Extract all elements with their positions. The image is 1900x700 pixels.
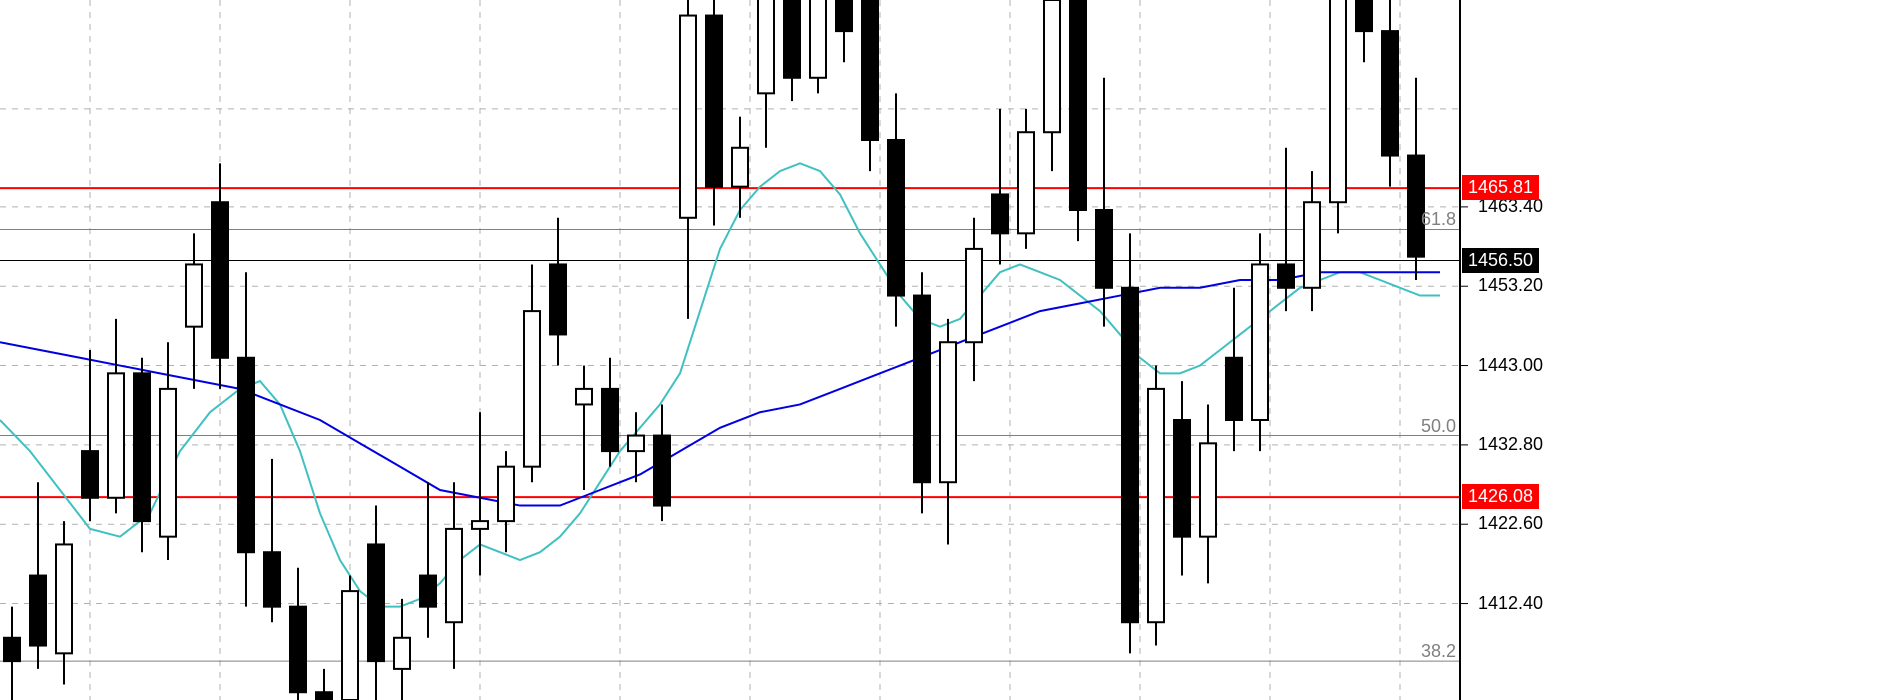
candle — [888, 140, 904, 296]
candle — [1200, 443, 1216, 536]
candle — [56, 544, 72, 653]
chart-svg — [0, 0, 1900, 700]
candle — [1148, 389, 1164, 622]
candle — [1330, 0, 1346, 202]
candle — [602, 389, 618, 451]
candle — [550, 264, 566, 334]
candle — [784, 0, 800, 78]
candle — [394, 638, 410, 669]
candle — [680, 16, 696, 218]
candle — [1122, 288, 1138, 622]
candlestick-chart[interactable]: 1463.401453.201443.001432.801422.601412.… — [0, 0, 1900, 700]
candle — [836, 0, 852, 31]
candle — [524, 311, 540, 467]
candle — [30, 576, 46, 646]
candle — [1174, 420, 1190, 537]
candle — [368, 544, 384, 661]
candle — [1382, 31, 1398, 155]
fib-label: 38.2 — [1421, 641, 1456, 662]
candle — [1252, 264, 1268, 420]
candle — [238, 358, 254, 552]
candle — [4, 638, 20, 661]
candle — [1278, 264, 1294, 287]
candle — [992, 194, 1008, 233]
candle — [732, 148, 748, 187]
candle — [706, 16, 722, 187]
candle — [1070, 0, 1086, 210]
fib-label: 61.8 — [1421, 209, 1456, 230]
candle — [628, 436, 644, 452]
candle — [472, 521, 488, 529]
candle — [1304, 202, 1320, 288]
candle — [186, 264, 202, 326]
price-marker: 1456.50 — [1462, 248, 1539, 273]
candle — [940, 342, 956, 482]
candle — [1226, 358, 1242, 420]
price-label: 1412.40 — [1478, 593, 1543, 614]
candle — [446, 529, 462, 622]
candle — [758, 0, 774, 93]
candle — [1018, 132, 1034, 233]
candle — [1044, 0, 1060, 132]
candle — [654, 436, 670, 506]
price-marker: 1426.08 — [1462, 484, 1539, 509]
candle — [810, 0, 826, 78]
price-marker: 1465.81 — [1462, 175, 1539, 200]
price-label: 1422.60 — [1478, 513, 1543, 534]
fib-label: 50.0 — [1421, 416, 1456, 437]
candle — [914, 296, 930, 483]
candle — [160, 389, 176, 537]
candle — [1408, 156, 1424, 257]
candle — [420, 576, 436, 607]
candle — [212, 202, 228, 358]
candle — [290, 607, 306, 693]
price-label: 1453.20 — [1478, 275, 1543, 296]
candle — [862, 0, 878, 140]
candle — [264, 552, 280, 606]
candle — [82, 451, 98, 498]
candle — [498, 467, 514, 521]
candle — [134, 373, 150, 521]
candle — [342, 591, 358, 700]
candle — [576, 389, 592, 405]
candle — [966, 249, 982, 342]
candle — [1356, 0, 1372, 31]
candle — [108, 373, 124, 497]
price-label: 1443.00 — [1478, 355, 1543, 376]
candle — [316, 692, 332, 700]
price-label: 1432.80 — [1478, 434, 1543, 455]
candle — [1096, 210, 1112, 288]
